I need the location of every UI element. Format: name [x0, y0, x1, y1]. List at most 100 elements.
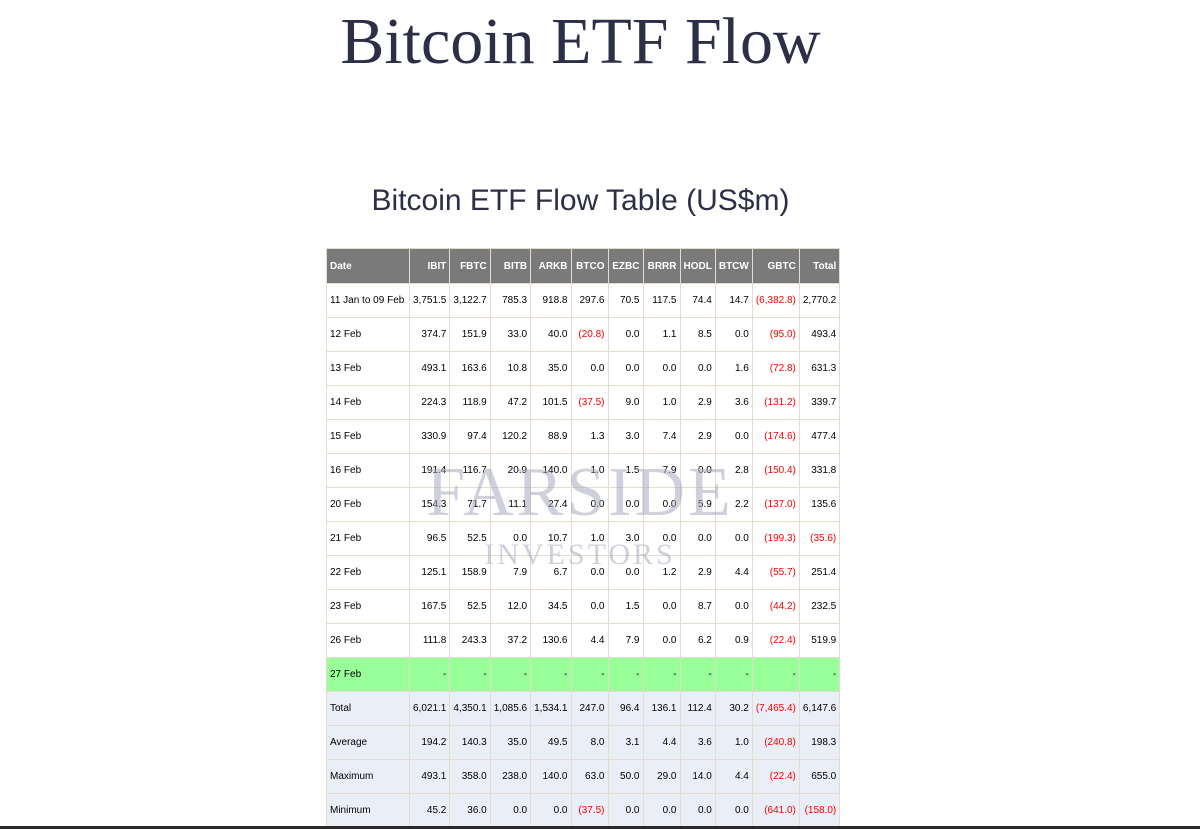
- value-cell: 3.6: [714, 385, 753, 420]
- value-cell: 30.2: [714, 691, 753, 726]
- value-cell: 0.0: [607, 793, 644, 828]
- column-header-bitb: BITB: [489, 248, 532, 284]
- value-cell: 2.9: [679, 385, 716, 420]
- value-cell: -: [714, 657, 753, 692]
- value-cell: (72.8): [751, 351, 800, 386]
- value-cell: 125.1: [408, 555, 451, 590]
- value-cell: 88.9: [530, 419, 572, 454]
- value-cell: 14.7: [714, 283, 753, 318]
- value-cell: 96.5: [408, 521, 451, 556]
- value-cell: -: [449, 657, 491, 692]
- value-cell: 50.0: [607, 759, 644, 794]
- value-cell: 0.0: [642, 793, 681, 828]
- column-header-gbtc: GBTC: [751, 248, 800, 284]
- value-cell: (37.5): [570, 385, 609, 420]
- column-header-btco: BTCO: [570, 248, 609, 284]
- table-row: 22 Feb 125.1 158.9 7.9 6.7 0.0 0.0 1.2 2.9 4.4 (55…: [326, 555, 841, 590]
- value-cell: 5.9: [679, 487, 716, 522]
- etf-flow-table: Date IBIT FBTC BITB ARKB BTCO EZBC BRRR …: [326, 248, 841, 828]
- value-cell: 655.0: [798, 759, 841, 794]
- column-header-ibit: IBIT: [408, 248, 451, 284]
- value-cell: 0.0: [642, 351, 681, 386]
- column-header-total: Total: [798, 248, 841, 284]
- value-cell: -: [489, 657, 532, 692]
- value-cell: 358.0: [449, 759, 491, 794]
- value-cell: 151.9: [449, 317, 491, 352]
- value-cell: 7.9: [489, 555, 532, 590]
- value-cell: (20.8): [570, 317, 609, 352]
- table-row: 14 Feb 224.3 118.9 47.2 101.5 (37.5) 9.0 1.0 2.9…: [326, 385, 841, 420]
- value-cell: 10.8: [489, 351, 532, 386]
- value-cell: 4.4: [714, 555, 753, 590]
- value-cell: 8.7: [679, 589, 716, 624]
- value-cell: 1.2: [642, 555, 681, 590]
- value-cell: 0.0: [570, 487, 609, 522]
- value-cell: 918.8: [530, 283, 572, 318]
- value-cell: 194.2: [408, 725, 451, 760]
- value-cell: 232.5: [798, 589, 841, 624]
- value-cell: -: [642, 657, 681, 692]
- value-cell: 27.4: [530, 487, 572, 522]
- value-cell: 40.0: [530, 317, 572, 352]
- value-cell: 238.0: [489, 759, 532, 794]
- value-cell: 3.6: [679, 725, 716, 760]
- value-cell: 0.0: [607, 555, 644, 590]
- value-cell: 37.2: [489, 623, 532, 658]
- value-cell: 111.8: [408, 623, 451, 658]
- value-cell: -: [408, 657, 451, 692]
- value-cell: -: [751, 657, 800, 692]
- value-cell: 0.0: [679, 793, 716, 828]
- value-cell: 7.9: [642, 453, 681, 488]
- value-cell: 0.0: [570, 589, 609, 624]
- value-cell: 0.0: [642, 623, 681, 658]
- date-cell: 15 Feb: [326, 419, 410, 454]
- value-cell: 1.0: [570, 453, 609, 488]
- value-cell: 4.4: [714, 759, 753, 794]
- value-cell: 120.2: [489, 419, 532, 454]
- value-cell: 136.1: [642, 691, 681, 726]
- date-cell: 20 Feb: [326, 487, 410, 522]
- value-cell: 6.2: [679, 623, 716, 658]
- value-cell: 74.4: [679, 283, 716, 318]
- value-cell: (158.0): [798, 793, 841, 828]
- table-row: 23 Feb 167.5 52.5 12.0 34.5 0.0 1.5 0.0 8.7 0.0 (4…: [326, 589, 841, 624]
- value-cell: 45.2: [408, 793, 451, 828]
- date-cell: 23 Feb: [326, 589, 410, 624]
- value-cell: 167.5: [408, 589, 451, 624]
- value-cell: 493.4: [798, 317, 841, 352]
- column-header-hodl: HODL: [679, 248, 716, 284]
- value-cell: 0.0: [714, 419, 753, 454]
- table-row: 21 Feb 96.5 52.5 0.0 10.7 1.0 3.0 0.0 0.0 0.0 (199…: [326, 521, 841, 556]
- value-cell: 0.0: [607, 317, 644, 352]
- value-cell: 6.7: [530, 555, 572, 590]
- value-cell: 3.0: [607, 419, 644, 454]
- value-cell: 140.0: [530, 453, 572, 488]
- date-cell: 26 Feb: [326, 623, 410, 658]
- date-cell: Average: [326, 725, 410, 760]
- value-cell: 2.9: [679, 419, 716, 454]
- value-cell: (131.2): [751, 385, 800, 420]
- summary-row: Maximum 493.1 358.0 238.0 140.0 63.0 50.0 29.0 1…: [326, 759, 841, 794]
- value-cell: 477.4: [798, 419, 841, 454]
- table-row: 11 Jan to 09 Feb 3,751.5 3,122.7 785.3 918.8…: [326, 283, 841, 318]
- value-cell: 519.9: [798, 623, 841, 658]
- value-cell: 330.9: [408, 419, 451, 454]
- value-cell: 35.0: [530, 351, 572, 386]
- value-cell: 1.0: [570, 521, 609, 556]
- date-cell: 13 Feb: [326, 351, 410, 386]
- value-cell: 52.5: [449, 521, 491, 556]
- value-cell: 1,085.6: [489, 691, 532, 726]
- value-cell: 0.0: [607, 487, 644, 522]
- summary-row: Total 6,021.1 4,350.1 1,085.6 1,534.1 247.0 96…: [326, 691, 841, 726]
- value-cell: 117.5: [642, 283, 681, 318]
- value-cell: 1.3: [570, 419, 609, 454]
- value-cell: 9.0: [607, 385, 644, 420]
- value-cell: (174.6): [751, 419, 800, 454]
- value-cell: 140.0: [530, 759, 572, 794]
- value-cell: 140.3: [449, 725, 491, 760]
- value-cell: 154.3: [408, 487, 451, 522]
- value-cell: (22.4): [751, 759, 800, 794]
- value-cell: 2.8: [714, 453, 753, 488]
- table-row: 12 Feb 374.7 151.9 33.0 40.0 (20.8) 0.0 1.1 8.5 0…: [326, 317, 841, 352]
- value-cell: 493.1: [408, 759, 451, 794]
